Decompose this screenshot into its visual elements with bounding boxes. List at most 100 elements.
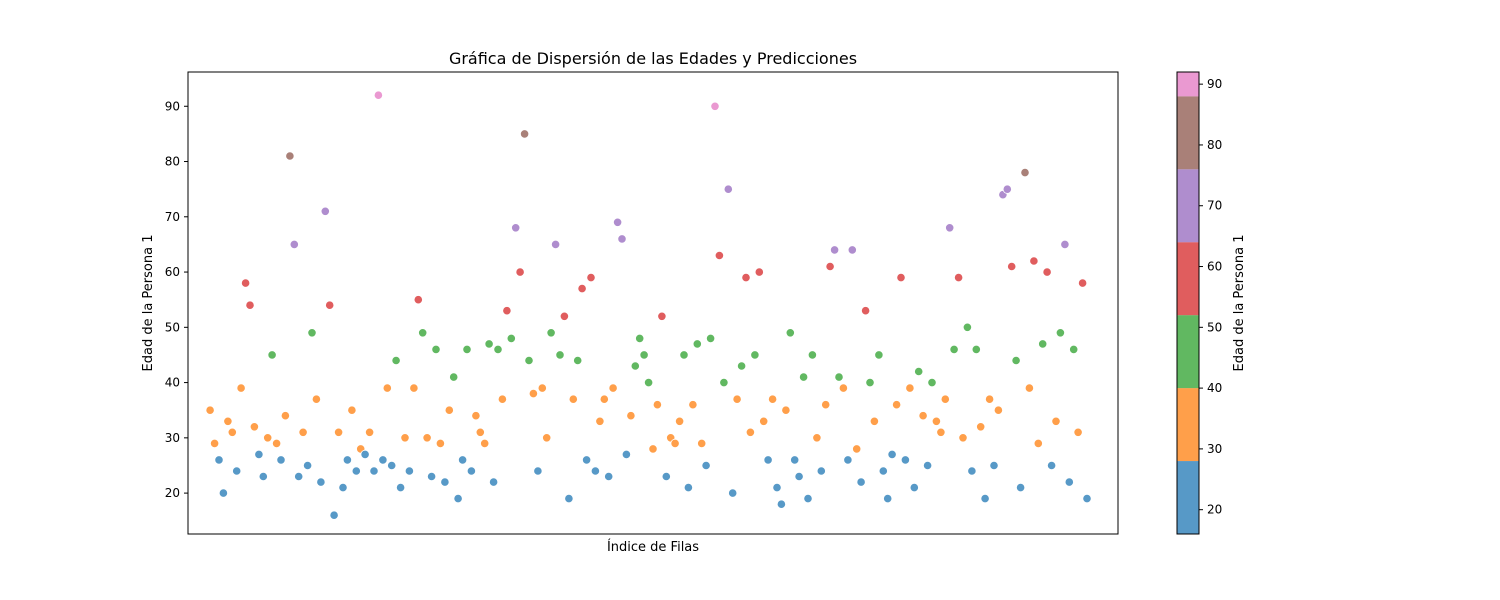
scatter-point — [590, 466, 601, 476]
scatter-point — [488, 477, 499, 487]
y-tick-label: 20 — [165, 486, 180, 500]
colorbar-band — [1177, 388, 1199, 462]
scatter-point — [785, 328, 795, 338]
scatter-point — [471, 411, 481, 421]
scatter-point — [245, 300, 255, 310]
scatter-point — [621, 449, 632, 459]
colorbar: 20 30 40 50 60 70 80 90 — [1176, 71, 1222, 535]
y-tick-label: 90 — [165, 99, 180, 113]
scatter-point — [949, 344, 959, 354]
colorbar-frame — [1176, 71, 1200, 535]
scatter-point — [887, 449, 897, 459]
colorbar-band — [1177, 96, 1199, 170]
y-axis: 20 30 40 50 60 70 80 90 — [165, 99, 188, 500]
scatter-point — [276, 455, 286, 465]
scatter-point — [953, 272, 964, 283]
scatter-point — [914, 366, 924, 377]
scatter-point — [1029, 256, 1039, 266]
scatter-point — [413, 295, 423, 305]
scatter-point — [891, 400, 902, 410]
y-tick-label: 40 — [165, 376, 180, 390]
scatter-point — [577, 283, 587, 294]
scatter-point — [453, 493, 463, 504]
scatter-point — [449, 372, 459, 382]
scatter-point — [325, 300, 335, 310]
scatter-point — [298, 427, 308, 437]
scatter-point — [617, 234, 627, 244]
scatter-point — [484, 339, 494, 349]
scatter-point — [1060, 239, 1070, 249]
scatter-point — [825, 261, 835, 272]
scatter-point — [1002, 184, 1012, 194]
colorbar-label: Edad de la Persona 1 — [1232, 235, 1247, 372]
scatter-point — [976, 422, 986, 432]
scatter-point — [874, 350, 884, 360]
scatter-point — [674, 416, 685, 426]
colorbar-tick-label: 40 — [1207, 381, 1222, 395]
scatter-point — [519, 129, 530, 139]
scatter-point — [705, 333, 716, 343]
scatter-point — [457, 455, 468, 465]
scatter-point — [466, 466, 476, 476]
scatter-point — [869, 416, 880, 426]
scatter-point — [1082, 493, 1092, 504]
scatter-point — [604, 471, 614, 482]
scatter-point — [989, 460, 999, 471]
colorbar-band — [1177, 169, 1199, 243]
scatter-point — [316, 477, 326, 487]
scatter-point — [581, 455, 592, 465]
scatter-point — [807, 350, 818, 360]
scatter-point — [714, 250, 725, 261]
scatter-point — [440, 477, 450, 487]
scatter-point — [1015, 482, 1026, 493]
scatter-point — [218, 488, 228, 498]
scatter-point — [679, 350, 689, 360]
scatter-point — [254, 449, 264, 459]
scatter-point — [236, 383, 246, 393]
scatter-point — [271, 438, 282, 448]
scatter-point — [701, 460, 711, 471]
scatter-point — [883, 493, 893, 504]
scatter-point — [320, 206, 330, 216]
scatter-point — [1038, 339, 1048, 349]
scatter-point — [639, 350, 649, 360]
scatter-point — [803, 493, 813, 504]
scatter-point — [732, 394, 742, 404]
scatter-point — [546, 328, 556, 338]
scatter-point — [568, 394, 578, 404]
scatter-point — [927, 377, 937, 388]
scatter-point — [232, 466, 242, 476]
scatter-point — [661, 471, 671, 482]
scatter-point — [542, 433, 552, 443]
scatter-point — [728, 488, 738, 498]
scatter-point — [564, 493, 574, 504]
scatter-point — [391, 355, 401, 366]
scatter-point — [843, 455, 853, 465]
scatter-point — [1033, 438, 1043, 448]
scatter-point — [772, 482, 782, 493]
colorbar-band — [1177, 461, 1199, 534]
scatter-point — [723, 184, 733, 194]
scatter-point — [630, 361, 640, 371]
scatter-point — [962, 322, 973, 332]
scatter-point — [767, 394, 778, 404]
scatter-point — [759, 416, 769, 426]
scatter-point — [776, 499, 787, 509]
scatter-point — [896, 272, 906, 283]
scatter-point — [834, 372, 844, 382]
scatter-point — [993, 405, 1004, 415]
scatter-point — [741, 272, 751, 283]
scatter-point — [626, 411, 636, 421]
scatter-point — [431, 344, 441, 354]
plot-frame — [187, 71, 1119, 535]
scatter-point — [900, 455, 911, 465]
scatter-point — [692, 339, 702, 349]
scatter-point — [426, 471, 437, 482]
scatter-point — [847, 245, 857, 255]
scatter-point — [497, 394, 507, 404]
scatter-point — [798, 372, 809, 382]
scatter-point — [210, 438, 220, 448]
scatter-point — [1069, 344, 1079, 354]
scatter-point — [493, 344, 503, 354]
